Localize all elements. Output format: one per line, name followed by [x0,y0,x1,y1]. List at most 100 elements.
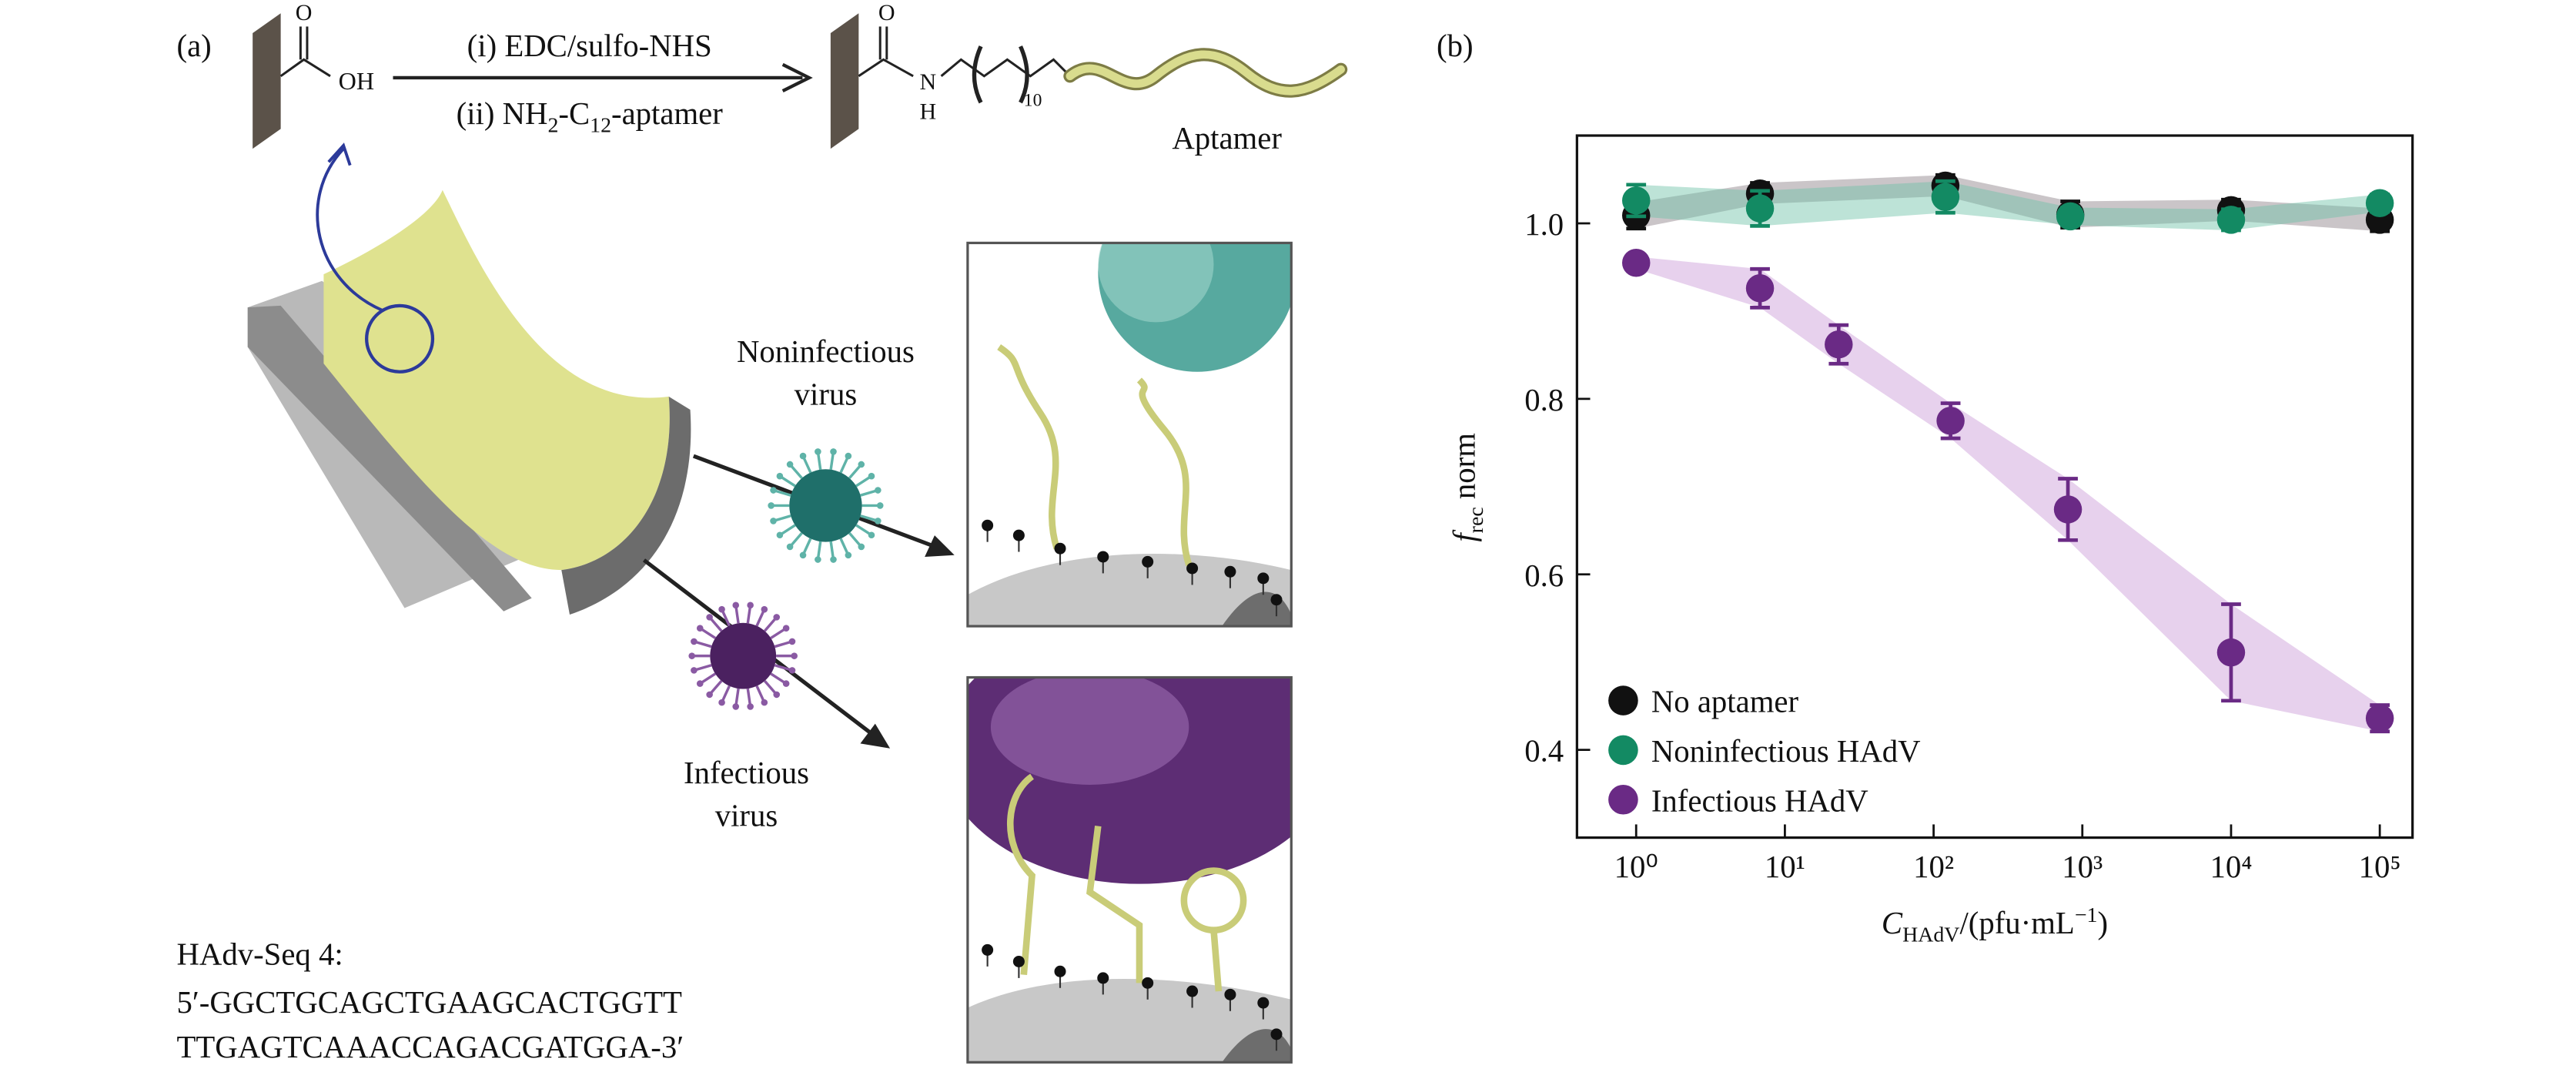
data-point [2056,202,2085,231]
subscript: 12 [590,114,611,138]
spike-tip [868,531,875,539]
plot-frame [1575,134,2414,839]
spike [694,664,712,672]
data-point [2216,206,2246,234]
spike [770,672,786,684]
linker-head [1012,529,1025,541]
y-tick-label: 0.8 [1524,383,1564,417]
spike-tip [718,605,725,613]
spike [774,514,791,522]
callout-arrow-head [327,142,352,166]
atom: O [878,0,895,25]
spike [816,453,822,471]
arrow-head [860,723,891,749]
x-tick-label: 10¹ [1765,850,1805,884]
spike [839,538,849,555]
step-label: (ii) NH2-C12-aptamer [457,96,724,138]
spike [848,464,861,479]
spike [802,457,812,474]
atom: O [296,0,313,25]
confidence-band [1636,175,2380,232]
text-part: -C [558,96,590,131]
y-tick-label: 0.6 [1524,558,1564,593]
capsid [710,622,777,689]
x-tick-label: 10⁰ [1614,850,1658,884]
step-label: (i) EDC/sulfo-NHS [467,28,712,63]
legend-marker [1608,685,1638,715]
spike [855,524,871,536]
aptamer [1066,50,1345,96]
text-part: /(pfu·mL [1959,906,2074,940]
text-part: ) [2098,906,2109,940]
spike-tip [782,680,790,687]
spike-tip [815,556,821,563]
x-tick-label: 10² [1913,850,1954,884]
data-point [2216,638,2246,667]
virus-label: virus [795,377,858,412]
surface-wall [253,13,281,149]
legend-label: No aptamer [1651,685,1799,719]
data-point [1825,330,1853,359]
spike-tip [830,448,837,455]
linker-head [1054,542,1066,555]
x-tick-label: 10³ [2062,850,2103,884]
linker-head [1224,565,1236,578]
spike-tip [761,699,768,706]
spike-tip [786,543,794,551]
legend-marker [1608,735,1638,766]
x-axis-label: CHAdV/(pfu·mL−1) [1882,903,2108,947]
linker-head [1270,1028,1283,1041]
subscript: 2 [547,114,558,138]
panel-label: (b) [1437,28,1474,63]
subscript: rec [1464,507,1488,533]
spike-tip [782,625,790,632]
legend-marker [1608,784,1638,815]
spike [763,679,777,695]
data-point [1621,186,1651,215]
spike-tip [788,667,796,674]
spike-tip [773,691,781,699]
arrow-head [781,62,813,93]
spike-tip [691,638,698,645]
spike [734,688,740,705]
bond [279,58,331,78]
spike-tip [706,614,713,621]
linker-head [982,519,994,531]
spike [721,610,731,627]
bracket [1019,45,1029,104]
spike-tip [875,487,882,494]
spike-tip [845,452,852,460]
spike-tip [830,556,837,563]
linker-head [1224,988,1236,1000]
spike-tip [747,602,754,609]
linker-head [982,943,994,956]
spike [763,617,777,632]
spike-tip [768,502,774,509]
spike-tip [770,518,777,524]
spike-tip [732,703,740,710]
linker-head [1270,594,1283,606]
spike-tip [747,703,754,710]
spike-tip [732,602,740,609]
bracket [972,45,983,104]
linker-head [1142,555,1154,568]
aptamer-label: Aptamer [1172,121,1282,156]
linker-head [1097,551,1109,563]
spike [829,453,835,471]
spike [802,538,812,555]
panel-label: (a) [177,28,212,63]
callout-arrow [316,147,384,313]
spike-tip [791,652,798,659]
data-point [1931,183,1960,212]
confidence-band [1636,181,2380,231]
subscript: HAdV [1902,923,1959,947]
inset-frame [966,241,1293,628]
text-part: C [1882,906,1903,940]
virus-label: Infectious [684,756,809,790]
spike [774,664,791,672]
virus-label: Noninfectious [737,334,915,369]
surface-wall [830,13,859,149]
spike [839,457,849,474]
data-point [2053,495,2083,524]
inset-frame [966,675,1293,1064]
